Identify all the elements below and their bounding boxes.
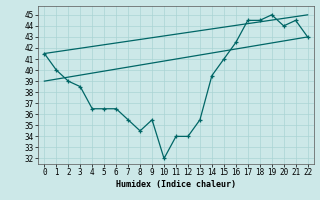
X-axis label: Humidex (Indice chaleur): Humidex (Indice chaleur)	[116, 180, 236, 189]
